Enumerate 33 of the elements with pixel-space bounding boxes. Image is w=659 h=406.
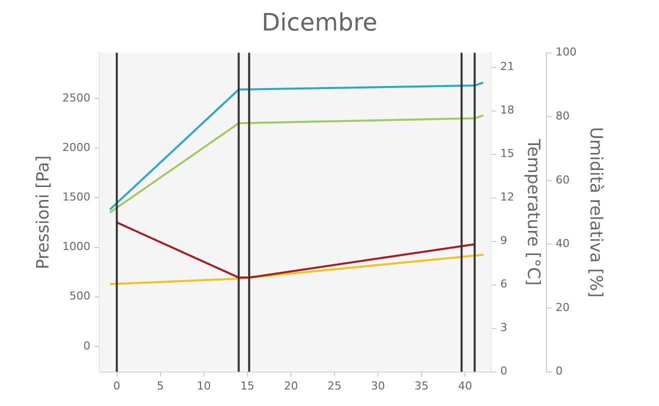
x-tick-label: 35: [414, 379, 429, 392]
x-tick-label: 15: [240, 379, 254, 392]
y3-tick-label: 80: [556, 109, 570, 122]
x-tick-label: 25: [327, 379, 342, 392]
y2-axis-title: Temperature [°C]: [522, 138, 543, 286]
y2-tick-label: 0: [500, 364, 508, 378]
y2-tick-label: 12: [500, 190, 514, 204]
x-tick-label: 20: [284, 379, 298, 392]
x-tick-label: 0: [113, 379, 120, 392]
y2-tick-label: 21: [500, 60, 514, 74]
y3-tick-label: 60: [556, 173, 570, 186]
x-tick-label: 30: [371, 379, 386, 392]
y3-tick-label: 100: [556, 46, 577, 59]
y-axis-title: Pressioni [Pa]: [34, 155, 54, 270]
y2-tick-label: 9: [500, 234, 508, 248]
y2-tick-label: 6: [500, 278, 508, 291]
chart-title: Dicembre: [262, 8, 378, 37]
y-tick-label: 1000: [62, 240, 90, 254]
y-tick-label: 1500: [62, 190, 90, 204]
y2-tick-label: 15: [500, 147, 514, 160]
x-tick-label: 5: [156, 379, 164, 392]
y-tick-label: 2000: [62, 140, 90, 154]
x-tick-label: 40: [458, 379, 472, 392]
x-tick-label: 10: [196, 379, 211, 392]
y3-tick-label: 0: [556, 364, 563, 378]
y2-tick-label: 3: [500, 321, 508, 334]
y3-axis-title: Umidità relativa [%]: [585, 126, 606, 298]
y-tick-label: 2500: [62, 91, 90, 104]
y2-tick-label: 18: [500, 104, 514, 117]
y3-tick-label: 20: [556, 300, 570, 314]
y-tick-label: 500: [69, 290, 90, 303]
y3-tick-label: 40: [556, 237, 570, 250]
y-tick-label: 0: [83, 339, 90, 352]
